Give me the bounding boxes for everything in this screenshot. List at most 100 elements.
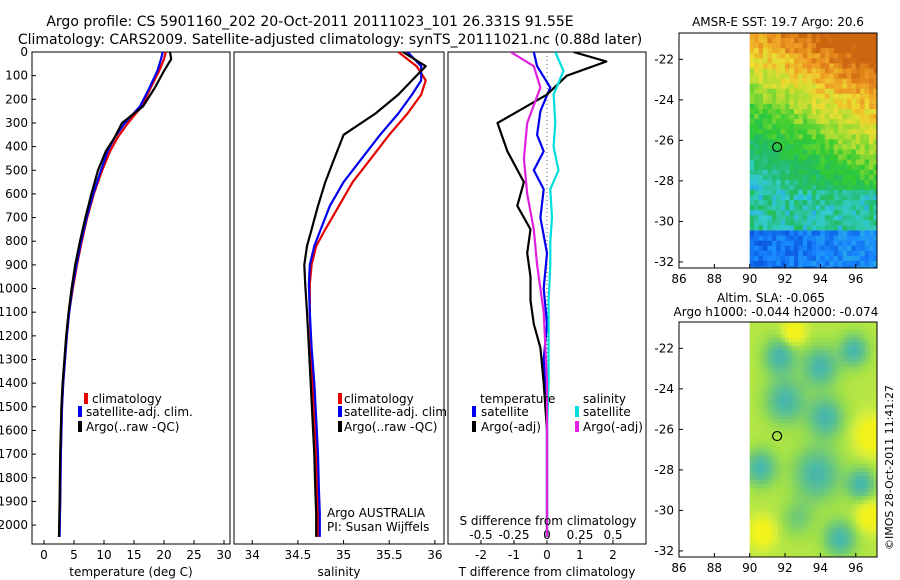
sla-cell xyxy=(841,322,846,327)
sst-cell xyxy=(789,190,795,196)
sla-cell xyxy=(831,366,836,372)
sla-cell xyxy=(838,362,843,368)
sla-cell xyxy=(866,439,871,445)
sst-cell xyxy=(855,240,861,247)
sla-cell xyxy=(841,492,846,497)
sla-cell xyxy=(749,496,754,501)
sst-cell xyxy=(846,134,852,140)
sla-cell xyxy=(781,488,786,493)
sla-cell xyxy=(845,451,850,457)
sla-cell xyxy=(799,415,804,420)
sst-cell xyxy=(811,250,817,257)
sla-cell xyxy=(841,334,846,339)
sla-cell xyxy=(799,447,804,453)
sst-cell xyxy=(798,144,804,151)
sla-cell xyxy=(763,407,768,412)
sla-cell xyxy=(749,520,754,526)
sst-cell xyxy=(771,83,777,90)
sst-cell xyxy=(802,103,808,110)
sla-cell xyxy=(774,540,779,546)
sla-cell xyxy=(774,528,779,534)
sst-cell xyxy=(785,119,791,125)
sst-cell xyxy=(855,43,861,49)
sla-cell xyxy=(760,508,765,514)
sla-cell xyxy=(767,512,772,518)
sst-cell xyxy=(864,210,870,216)
sla-cell xyxy=(749,447,754,453)
sst-cell xyxy=(869,169,874,176)
sla-cell xyxy=(806,390,811,396)
sla-cell xyxy=(781,350,786,356)
sst-cell xyxy=(802,78,808,85)
sst-cell xyxy=(758,63,764,70)
sla-cell xyxy=(795,524,800,530)
sst-cell xyxy=(771,78,777,85)
sla-cell xyxy=(852,415,857,420)
sst-cell xyxy=(793,159,799,166)
sla-cell xyxy=(767,374,772,380)
sla-cell xyxy=(753,390,758,396)
sst-cell xyxy=(864,68,870,75)
sla-cell xyxy=(763,467,768,473)
sst-cell xyxy=(793,190,799,196)
sla-cell xyxy=(774,415,779,420)
sla-cell xyxy=(852,476,857,481)
sst-cell xyxy=(842,149,848,156)
sla-cell xyxy=(760,358,765,364)
sst-cell xyxy=(798,240,804,247)
sla-cell xyxy=(756,512,761,518)
sst-cell xyxy=(776,215,782,221)
sst-cell xyxy=(754,235,760,242)
sla-cell xyxy=(862,403,867,408)
sst-cell xyxy=(824,134,830,140)
sst-cell xyxy=(873,205,877,211)
sst-cell xyxy=(855,190,861,196)
sla-cell xyxy=(792,338,797,343)
sla-cell xyxy=(788,346,793,351)
sst-cell xyxy=(771,210,777,216)
sla-cell xyxy=(749,540,754,546)
sla-cell xyxy=(767,484,772,489)
sst-cell xyxy=(798,98,804,105)
sst-cell xyxy=(754,98,760,105)
sst-cell xyxy=(838,230,844,237)
sla-cell xyxy=(760,544,765,550)
sst-cell xyxy=(824,195,830,201)
sla-cell xyxy=(859,427,864,432)
sst-cell xyxy=(842,33,848,39)
sla-cell xyxy=(834,411,839,416)
sla-cell xyxy=(834,471,839,477)
sla-cell xyxy=(873,443,877,449)
sst-cell xyxy=(798,174,804,181)
sst-cell xyxy=(873,58,877,64)
sst-cell xyxy=(838,68,844,75)
sst-cell xyxy=(824,68,830,75)
sla-cell xyxy=(770,407,775,412)
sla-cell xyxy=(873,451,877,457)
sla-cell xyxy=(866,403,871,408)
sla-cell xyxy=(848,326,853,331)
sla-cell xyxy=(824,536,829,542)
sla-cell xyxy=(770,386,775,392)
sst-cell xyxy=(842,63,848,70)
sla-cell xyxy=(785,544,790,550)
sla-cell xyxy=(827,370,832,376)
sla-cell xyxy=(767,427,772,432)
sst-cell xyxy=(846,149,852,156)
sla-cell xyxy=(781,508,786,514)
sla-cell xyxy=(816,415,821,420)
sla-cell xyxy=(855,451,860,457)
sla-cell xyxy=(792,488,797,493)
sla-cell xyxy=(788,492,793,497)
sla-cell xyxy=(845,500,850,505)
sla-cell xyxy=(795,532,800,538)
sla-cell xyxy=(841,342,846,347)
sla-cell xyxy=(802,471,807,477)
sla-cell xyxy=(795,552,800,557)
sla-cell xyxy=(816,500,821,505)
sst-cell xyxy=(785,58,791,64)
sla-cell xyxy=(767,362,772,368)
sla-cell xyxy=(816,548,821,554)
sla-cell xyxy=(802,439,807,445)
sla-cell xyxy=(802,459,807,465)
